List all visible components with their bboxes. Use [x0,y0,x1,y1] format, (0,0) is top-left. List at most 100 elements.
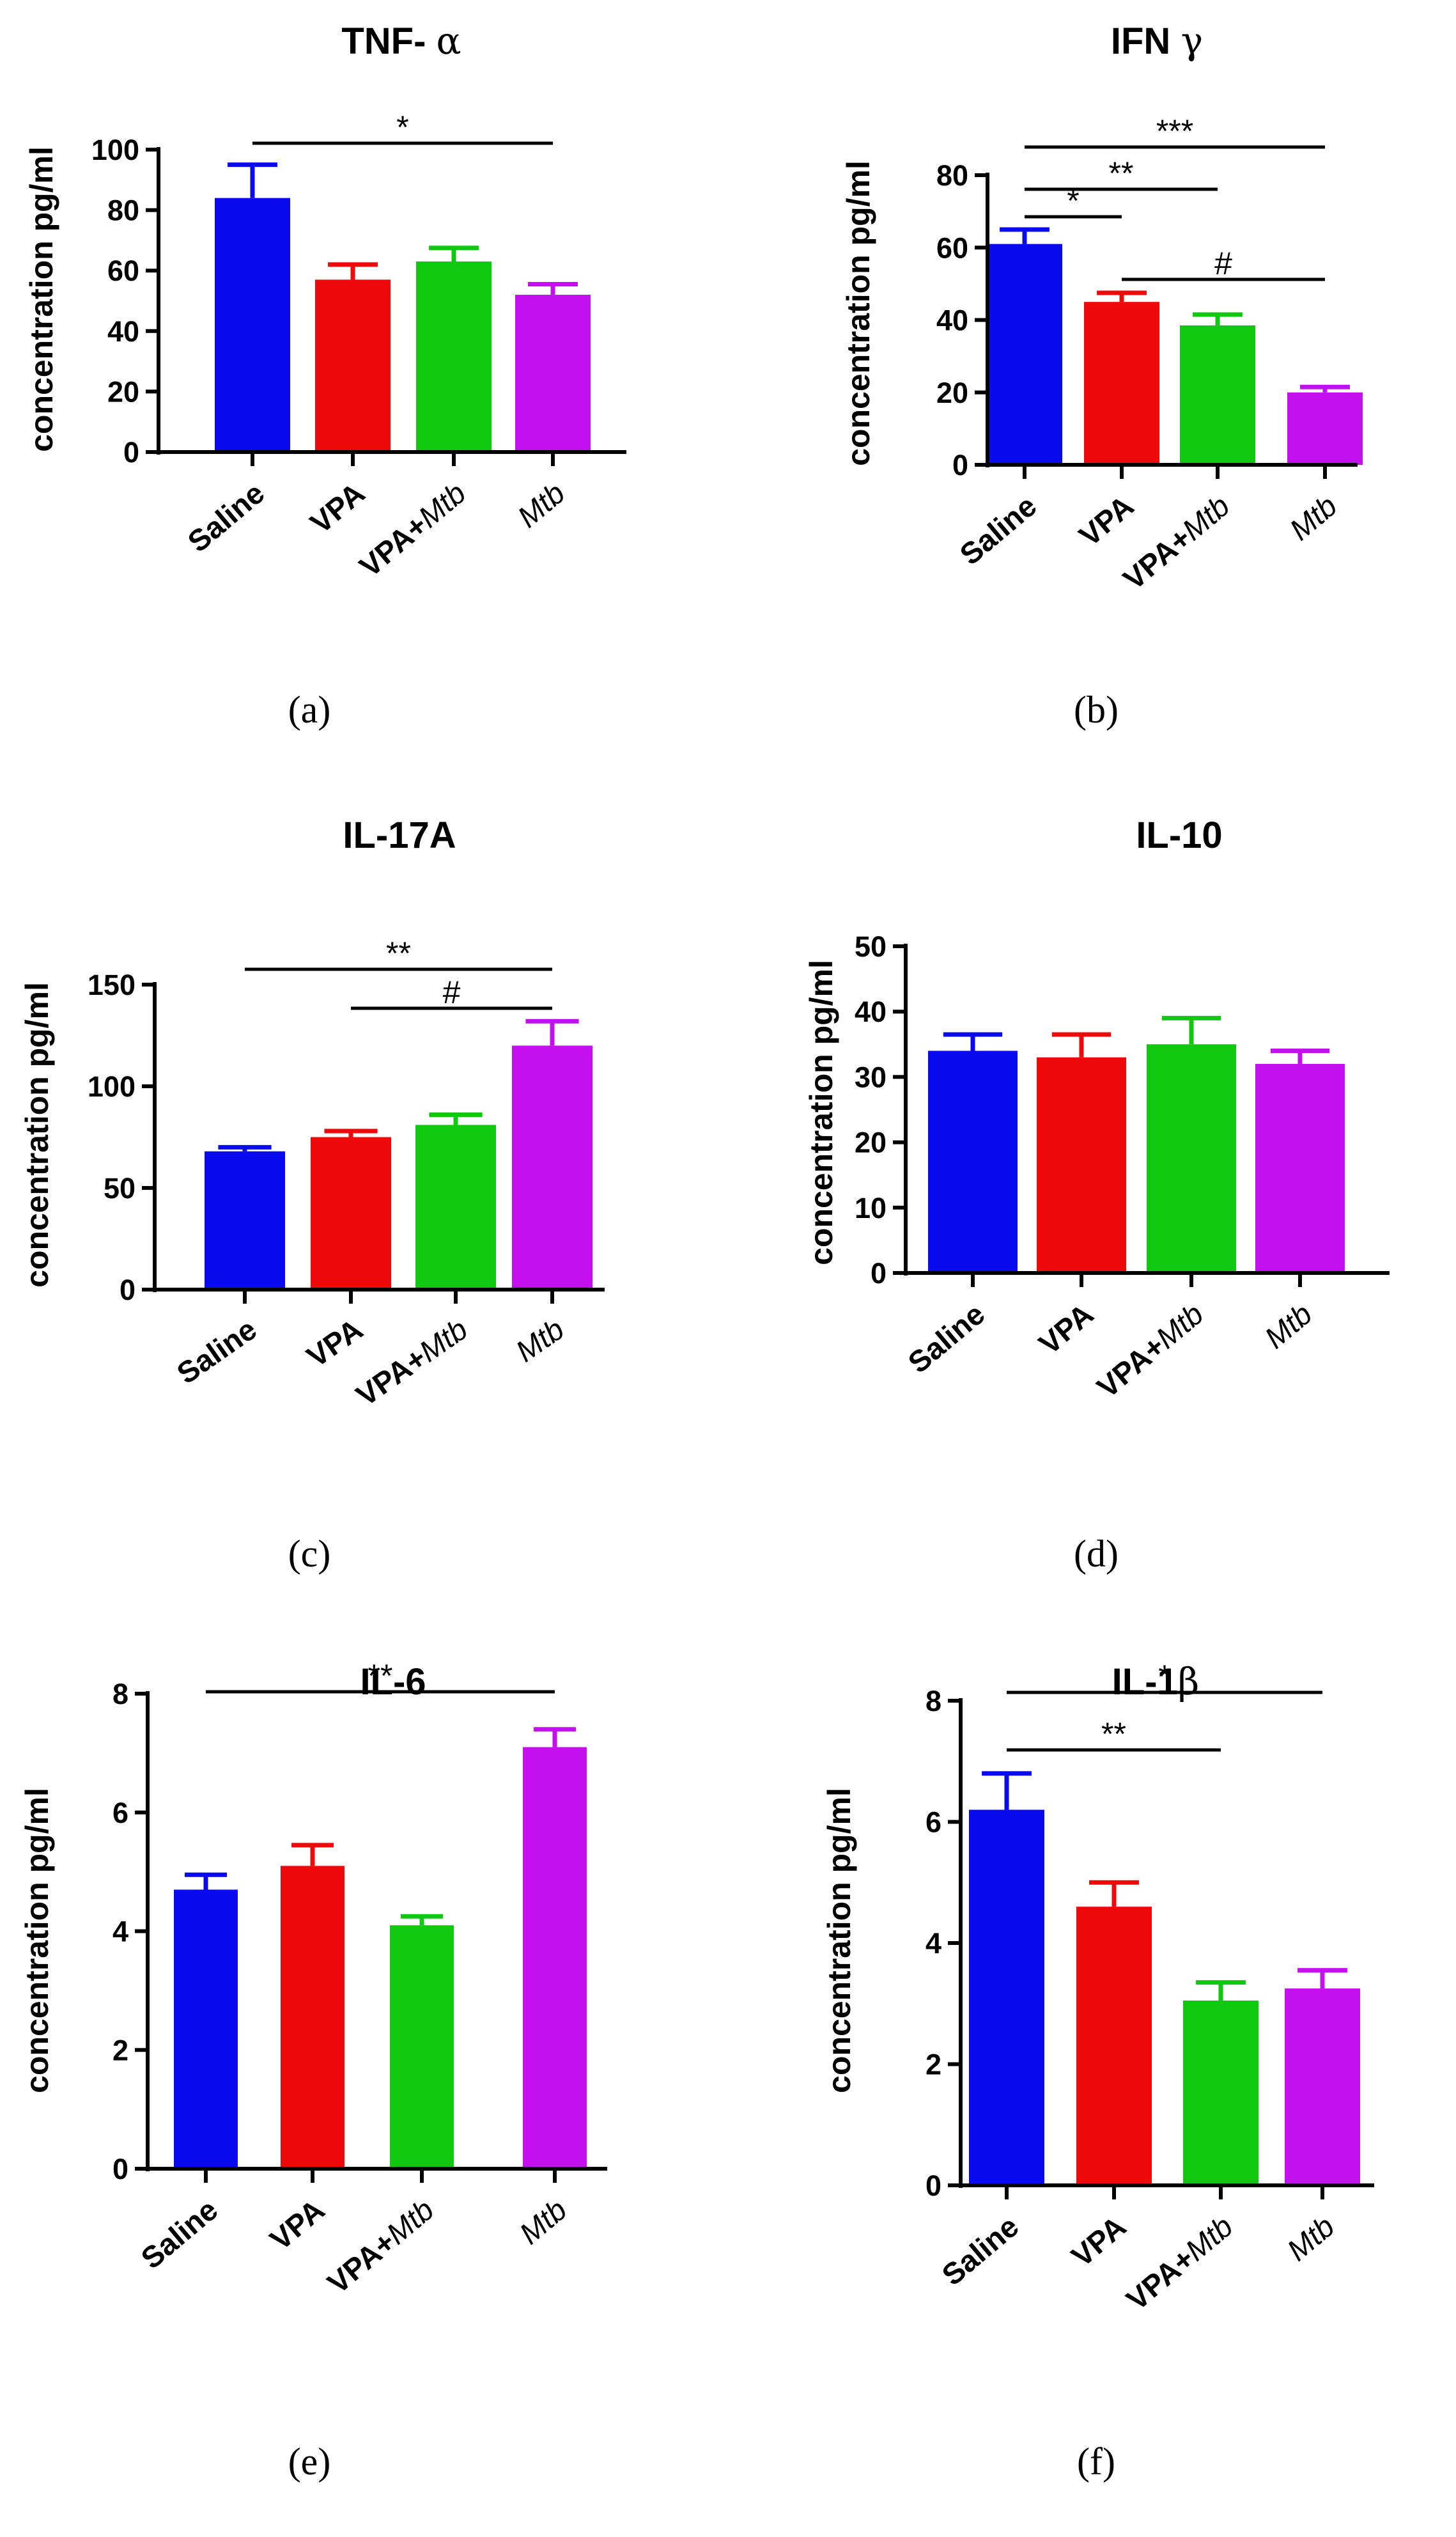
x-tick-label-part: VPA [263,2192,330,2256]
chart-title: IL-17A [343,815,456,856]
x-tick-label-vpa: VPA [1065,2209,1132,2273]
bar-vpa [1084,302,1159,465]
x-tick-label-mtb: Mtb [513,2192,573,2251]
x-tick-label-vpa: VPA [304,476,371,540]
panel-label: (b) [1074,689,1119,731]
y-tick-label: 80 [936,159,968,192]
panel-label: (c) [288,1533,331,1575]
chart-title-part: β [1178,1660,1200,1703]
bar-mtb [523,1747,587,2169]
bar-vpa [315,279,391,452]
chart-panel-d: IL-10 concentration pg/ml 0 10 20 30 40 50 Salin… [803,815,1390,1575]
x-tick-label-mtb: Mtb [1280,2209,1340,2267]
significance-marker: # [1214,246,1232,281]
chart-title-part: γ [1181,19,1203,63]
y-tick-label: 2 [925,2049,941,2081]
y-tick-label: 0 [112,2153,128,2185]
x-tick-label-part: VPA [1073,488,1140,552]
x-tick-label-vpa-plus-mtb: VPA+Mtb [321,2192,440,2300]
x-tick-label-part: Saline [134,2192,224,2275]
bar-saline [969,1809,1044,2185]
significance-marker: * [1067,183,1079,219]
y-tick-label: 0 [871,1257,887,1290]
x-tick-label-vpa: VPA [263,2192,330,2256]
x-tick-label-part: VPA [304,476,371,540]
bar-vpa [311,1137,391,1290]
y-tick-label: 8 [925,1685,941,1717]
bar-mtb [512,1045,592,1290]
x-tick-label-vpa: VPA [300,1312,369,1374]
significance-marker: ** [1101,1716,1126,1752]
y-tick-label: 6 [925,1806,941,1839]
x-tick-label-part: VPA [1065,2209,1132,2273]
y-tick-label: 80 [107,194,139,227]
significance-marker: # [443,974,461,1010]
y-tick-label: 20 [936,377,968,409]
bar-vpa [1037,1057,1126,1273]
y-tick-label: 0 [925,2169,941,2202]
y-tick-label: 100 [91,134,139,166]
y-axis-label: concentration pg/ml [19,982,55,1288]
x-tick-label-vpa-plus-mtb: VPA+Mtb [1090,1297,1209,1404]
significance-marker: ** [1109,155,1134,191]
bar-mtb [515,295,591,452]
x-tick-label-vpa: VPA [1073,488,1140,552]
panel-label: (a) [288,689,331,731]
chart-title-part: IL-17A [343,815,456,856]
y-tick-label: 150 [88,969,136,1001]
chart-panel-c: IL-17A concentration pg/ml 0 50 100 150 Saline… [19,815,605,1575]
y-tick-label: 10 [855,1192,887,1224]
chart-panel-e: IL-6 concentration pg/ml 0 2 4 6 8 Saline VPAVPA… [19,1658,607,2483]
x-tick-label-part: Saline [901,1297,991,1380]
chart-title: TNF- α [341,19,461,63]
bar-saline [215,198,290,452]
panel-label: (f) [1077,2440,1115,2483]
x-tick-label-mtb: Mtb [1258,1297,1318,1355]
bar-saline [205,1151,285,1290]
bar-mtb [1285,1988,1360,2185]
x-tick-label-vpa-plus-mtb: VPA+Mtb [1117,488,1235,596]
bar-mtb [1255,1063,1345,1273]
y-tick-label: 50 [855,930,887,963]
y-axis-label: concentration pg/ml [840,160,876,466]
chart-title-part: α [437,19,461,63]
x-tick-label-part: Mtb [1283,488,1343,547]
panel-label: (e) [288,2440,331,2483]
chart-title-part: TNF- [341,20,436,62]
x-tick-label-part: Saline [181,476,270,559]
chart-title: IL-1β [1112,1660,1200,1703]
y-axis-label: concentration pg/ml [821,1788,857,2093]
y-tick-label: 0 [120,1274,136,1306]
y-tick-label: 40 [936,304,968,337]
x-tick-label-saline: Saline [181,476,270,559]
panel-label: (d) [1074,1533,1119,1575]
x-tick-label-part: Mtb [1280,2209,1340,2267]
y-tick-label: 0 [952,449,968,481]
bar-saline [987,244,1062,465]
chart-title: IL-6 [360,1661,426,1703]
significance-marker: * [1158,1659,1170,1694]
x-tick-label-vpa-plus-mtb: VPA+Mtb [1120,2209,1239,2316]
significance-marker: ** [386,935,411,971]
x-tick-label-part: Mtb [511,476,571,534]
y-tick-label: 100 [88,1070,136,1103]
y-tick-label: 20 [855,1127,887,1159]
x-tick-label-part: VPA [300,1312,369,1374]
x-tick-label-mtb: Mtb [511,476,571,534]
bar-saline [174,1889,238,2169]
bar-vpa-plus-mtb [390,1925,454,2169]
bar-vpa [281,1866,345,2169]
x-tick-label-saline: Saline [134,2192,224,2275]
bar-vpa-plus-mtb [1180,325,1255,465]
x-tick-label-part: Saline [935,2209,1025,2292]
y-tick-label: 2 [112,2034,128,2066]
y-tick-label: 20 [107,375,139,408]
y-tick-label: 40 [855,995,887,1028]
x-tick-label-mtb: Mtb [1283,488,1343,547]
chart-title-part: IL-1 [1112,1661,1178,1703]
x-tick-label-part: Saline [953,488,1042,572]
bar-vpa-plus-mtb [416,262,492,452]
y-axis-label: concentration pg/ml [24,146,59,452]
